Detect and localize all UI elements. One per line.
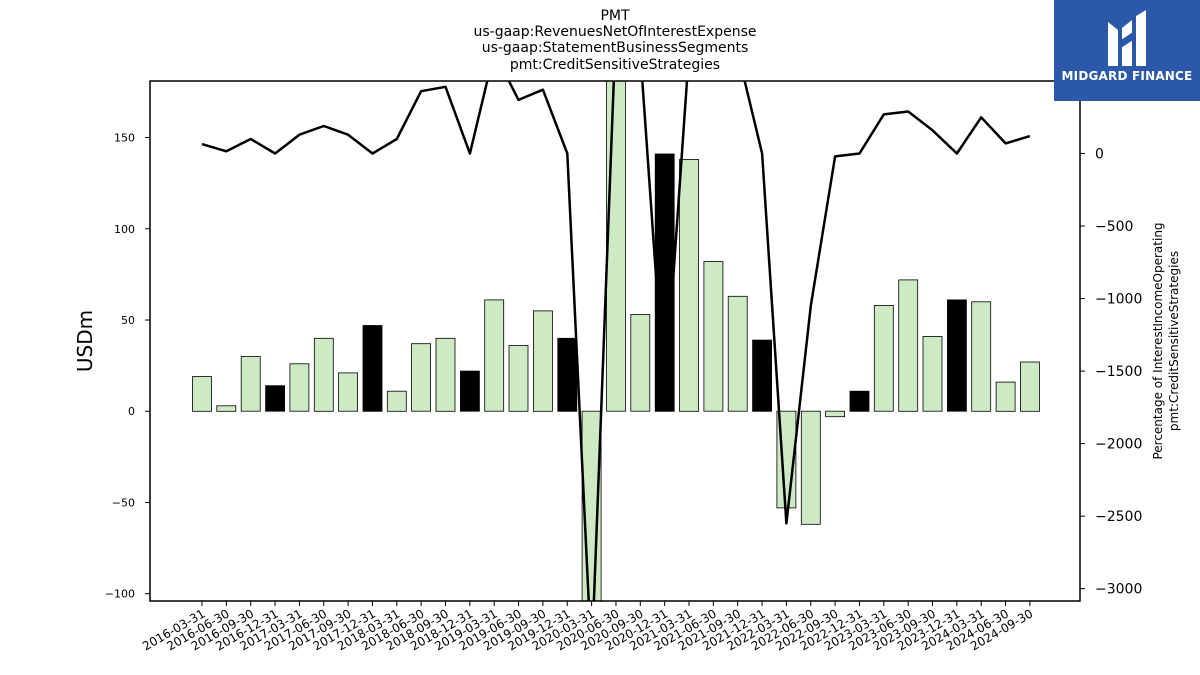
bar-2017-12-31 xyxy=(362,325,383,412)
bar-2017-09-30 xyxy=(338,372,359,412)
bar-2019-09-30 xyxy=(533,310,553,412)
bar-2021-09-30 xyxy=(727,295,748,412)
y-right-tick-label: −3000 xyxy=(1095,582,1142,598)
bar-2016-06-30 xyxy=(216,405,237,412)
ratio-line xyxy=(201,81,1031,601)
y-right-tick-label: −1500 xyxy=(1095,364,1142,380)
y-left-tick-label: 150 xyxy=(114,132,135,145)
y-axis-right: −3000−2500−2000−1500−1000−5000500 xyxy=(1080,74,1142,598)
bar-2017-06-30 xyxy=(313,337,334,412)
y-left-tick-label: 50 xyxy=(121,314,135,327)
bar-2017-03-31 xyxy=(289,363,310,412)
bar-2023-09-30 xyxy=(922,335,943,412)
y-right-tick-label: 0 xyxy=(1095,147,1104,163)
title-line-2: us-gaap:RevenuesNetOfInterestExpense xyxy=(473,24,756,40)
bar-2016-12-31 xyxy=(265,385,286,412)
y-left-tick-label: 0 xyxy=(128,405,135,418)
y-right-tick-label: −500 xyxy=(1095,219,1133,235)
y-left-tick-label: −50 xyxy=(112,496,135,509)
x-axis: 2016-03-312016-06-302016-09-302016-12-31… xyxy=(140,601,1035,653)
y-left-tick-label: −100 xyxy=(105,588,135,601)
title-line-3: us-gaap:StatementBusinessSegments xyxy=(482,40,749,56)
bar-2019-12-31 xyxy=(557,337,578,412)
bar-2018-03-31 xyxy=(386,390,407,412)
bar-2024-03-31 xyxy=(971,301,992,412)
y-axis-left-label: USDm xyxy=(73,310,97,372)
bar-2024-09-30 xyxy=(1020,361,1040,412)
bar-2019-06-30 xyxy=(508,345,529,412)
bar-2016-03-31 xyxy=(192,376,212,412)
midgard-finance-logo: MIDGARD FINANCE xyxy=(1054,0,1200,101)
bar-2021-12-31 xyxy=(752,339,772,412)
line-series xyxy=(201,81,1031,601)
y-axis-right-label-line-2: pmt:CreditSensitiveStrategies xyxy=(1167,251,1181,431)
bar-2023-12-31 xyxy=(947,299,967,412)
bar-series xyxy=(192,81,1040,601)
chart-title: PMT us-gaap:RevenuesNetOfInterestExpense… xyxy=(473,8,756,73)
bar-2024-06-30 xyxy=(995,381,1016,412)
title-line-4: pmt:CreditSensitiveStrategies xyxy=(510,57,720,73)
y-right-tick-label: −1000 xyxy=(1095,292,1142,308)
bar-2019-03-31 xyxy=(484,299,505,412)
bar-2020-06-30 xyxy=(606,81,626,412)
bar-2022-09-30 xyxy=(825,410,845,418)
bar-2020-09-30 xyxy=(630,314,651,412)
logo-text: MIDGARD FINANCE xyxy=(1061,69,1193,83)
bar-2022-12-31 xyxy=(849,390,870,412)
bar-2018-12-31 xyxy=(459,370,480,412)
bar-2021-03-31 xyxy=(679,159,699,412)
bar-2018-09-30 xyxy=(435,337,456,412)
title-line-1: PMT xyxy=(600,8,630,24)
y-left-tick-label: 100 xyxy=(114,223,135,236)
bar-2023-03-31 xyxy=(873,304,894,412)
bar-2021-06-30 xyxy=(703,261,724,412)
y-right-tick-label: −2500 xyxy=(1095,509,1142,525)
y-axis-right-label-line-1: Percentage of InterestIncomeOperating xyxy=(1151,222,1165,459)
bar-2016-09-30 xyxy=(240,356,261,412)
bar-2020-12-31 xyxy=(654,153,675,412)
y-axis-left: −100 −50 0 50 100 150 xyxy=(105,132,150,601)
bar-2023-06-30 xyxy=(898,279,919,412)
y-right-tick-label: −2000 xyxy=(1095,437,1142,453)
plot-frame xyxy=(149,80,1081,602)
bar-2022-06-30 xyxy=(800,410,821,525)
logo-mark-icon xyxy=(1108,10,1146,66)
bar-2018-06-30 xyxy=(411,343,432,412)
